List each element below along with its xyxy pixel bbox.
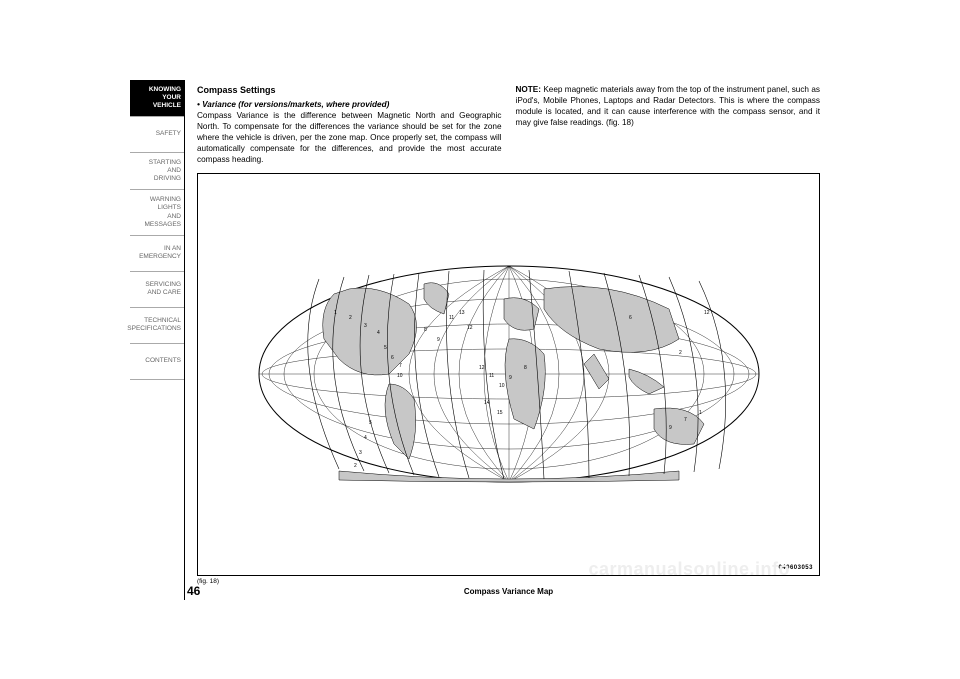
svg-text:4: 4 (364, 435, 367, 441)
figure-id: 040603053 (778, 565, 813, 571)
svg-text:2: 2 (354, 463, 357, 469)
left-body-text: Compass Variance is the difference betwe… (197, 110, 502, 165)
svg-text:12: 12 (467, 325, 473, 331)
left-column: Compass Settings • Variance (for version… (197, 84, 502, 166)
tab-warning-lights[interactable]: WARNINGLIGHTSANDMESSAGES (130, 190, 184, 236)
right-body-text: Keep magnetic materials away from the to… (516, 85, 821, 127)
svg-text:9: 9 (509, 375, 512, 381)
tab-label: STARTINGANDDRIVING (149, 159, 181, 183)
figure-container: 1 2 3 4 5 6 7 8 9 10 11 12 13 14 15 8 9 (197, 173, 820, 575)
svg-text:13: 13 (459, 310, 465, 316)
svg-text:6: 6 (629, 315, 632, 321)
tab-label: IN ANEMERGENCY (139, 245, 181, 261)
svg-text:14: 14 (484, 400, 490, 406)
tab-label: SAFETY (156, 130, 181, 138)
svg-text:8: 8 (524, 365, 527, 371)
manual-page: KNOWINGYOURVEHICLE SAFETY STARTINGANDDRI… (130, 80, 830, 600)
svg-text:9: 9 (437, 337, 440, 343)
text-columns: Compass Settings • Variance (for version… (197, 84, 820, 166)
figure-ref: (fig. 18) (197, 578, 820, 585)
tab-contents[interactable]: CONTENTS (130, 344, 184, 380)
compass-variance-map: 1 2 3 4 5 6 7 8 9 10 11 12 13 14 15 8 9 (249, 259, 769, 489)
svg-text:10: 10 (397, 373, 403, 379)
tab-label: SERVICINGAND CARE (145, 281, 181, 297)
svg-text:3: 3 (359, 450, 362, 456)
svg-text:2: 2 (679, 350, 682, 356)
tab-safety[interactable]: SAFETY (130, 117, 184, 153)
svg-text:9: 9 (669, 425, 672, 431)
tab-label: WARNINGLIGHTSANDMESSAGES (145, 196, 181, 229)
svg-text:5: 5 (369, 420, 372, 426)
svg-text:2: 2 (349, 315, 352, 321)
right-column: NOTE: Keep magnetic materials away from … (516, 84, 821, 166)
tab-knowing-vehicle[interactable]: KNOWINGYOURVEHICLE (130, 80, 184, 117)
svg-text:1: 1 (699, 410, 702, 416)
tab-label: TECHNICALSPECIFICATIONS (127, 317, 181, 333)
page-number: 46 (187, 584, 200, 598)
bullet-label: • Variance (for versions/markets, where … (197, 100, 389, 109)
section-heading: Compass Settings (197, 84, 502, 96)
tab-label: KNOWINGYOURVEHICLE (149, 86, 181, 110)
svg-text:7: 7 (684, 417, 687, 423)
section-tabs: KNOWINGYOURVEHICLE SAFETY STARTINGANDDRI… (130, 80, 185, 600)
svg-text:12: 12 (704, 310, 710, 316)
tab-starting-driving[interactable]: STARTINGANDDRIVING (130, 153, 184, 190)
svg-text:6: 6 (391, 355, 394, 361)
page-content: Compass Settings • Variance (for version… (185, 80, 830, 600)
tab-servicing[interactable]: SERVICINGAND CARE (130, 272, 184, 308)
bullet-line: • Variance (for versions/markets, where … (197, 99, 502, 110)
svg-text:4: 4 (377, 330, 380, 336)
svg-text:1: 1 (334, 310, 337, 316)
svg-text:8: 8 (424, 327, 427, 333)
svg-text:15: 15 (497, 410, 503, 416)
figure-caption: Compass Variance Map (197, 587, 820, 596)
svg-text:11: 11 (489, 373, 494, 379)
svg-text:11: 11 (449, 315, 454, 321)
svg-text:3: 3 (364, 323, 367, 329)
svg-text:7: 7 (399, 363, 402, 369)
tab-tech-specs[interactable]: TECHNICALSPECIFICATIONS (130, 308, 184, 344)
svg-text:12: 12 (479, 365, 485, 371)
tab-label: CONTENTS (145, 357, 181, 365)
svg-text:10: 10 (499, 383, 505, 389)
svg-text:5: 5 (384, 345, 387, 351)
note-label: NOTE: (516, 85, 541, 94)
tab-emergency[interactable]: IN ANEMERGENCY (130, 236, 184, 272)
